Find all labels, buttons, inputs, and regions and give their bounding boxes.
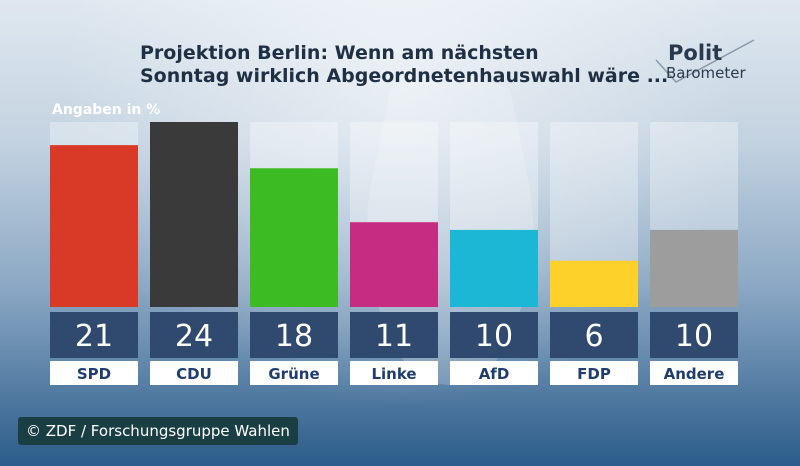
category-box-fdp [550,361,638,385]
value-label-afd: 10 [475,319,513,354]
value-label-gr-ne: 18 [275,319,313,354]
category-box-afd [450,361,538,385]
bar-spd [50,145,138,307]
value-label-fdp: 6 [584,319,603,354]
category-box-cdu [150,361,238,385]
value-box-fdp [550,312,638,358]
chart-title: Projektion Berlin: Wenn am nächsten Sonn… [140,42,669,88]
value-label-spd: 21 [75,319,113,354]
bar-andere [650,229,738,307]
value-box-linke [350,312,438,358]
category-label-afd: AfD [479,365,510,383]
value-box-spd [50,312,138,358]
category-label-linke: Linke [371,365,416,383]
logo-word-polit: Polit [668,41,722,65]
value-label-cdu: 24 [175,319,213,354]
value-box-cdu [150,312,238,358]
category-box-linke [350,361,438,385]
category-box-gr-ne [250,361,338,385]
politbarometer-logo: Polit Barometer [655,39,755,83]
value-label-andere: 10 [675,319,713,354]
category-box-andere [650,361,738,385]
category-box-spd [50,361,138,385]
value-box-afd [450,312,538,358]
category-label-fdp: FDP [577,365,611,383]
bar-fdp [550,260,638,307]
value-box-gr-ne [250,312,338,358]
bar-cdu [150,122,238,307]
category-label-gr-ne: Grüne [268,365,319,383]
bar-afd [450,229,538,307]
copyright-credit: © ZDF / Forschungsgruppe Wahlen [18,417,298,445]
logo-word-barometer: Barometer [666,64,746,82]
title-line-2: Sonntag wirklich Abgeordnetenhauswahl wä… [140,65,669,87]
bar-gr-ne [250,168,338,307]
value-box-andere [650,312,738,358]
bar-linke [350,222,438,307]
category-label-andere: Andere [664,365,725,383]
value-label-linke: 11 [375,319,413,354]
category-label-cdu: CDU [176,365,212,383]
category-label-spd: SPD [77,365,111,383]
title-line-1: Projektion Berlin: Wenn am nächsten [140,42,539,64]
unit-label: Angaben in % [52,102,161,118]
